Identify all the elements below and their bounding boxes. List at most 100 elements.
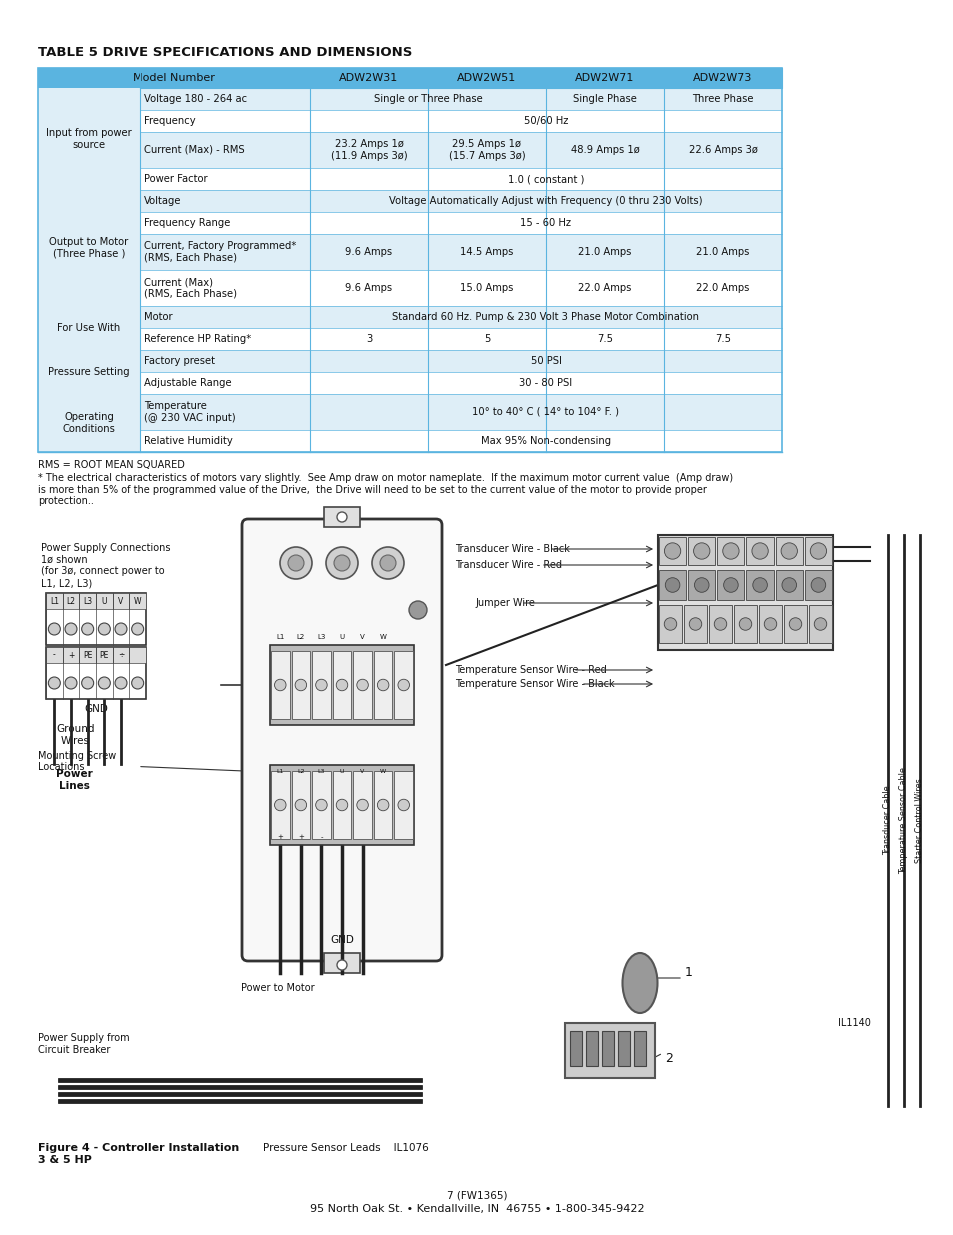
Circle shape bbox=[409, 601, 427, 619]
Text: Pressure Sensor Leads    IL1076: Pressure Sensor Leads IL1076 bbox=[263, 1144, 428, 1153]
Bar bbox=[38, 88, 140, 190]
Text: ÷: ÷ bbox=[117, 651, 124, 659]
Circle shape bbox=[377, 679, 389, 690]
Circle shape bbox=[98, 677, 111, 689]
Bar bbox=[112, 593, 130, 609]
Text: For Use With: For Use With bbox=[57, 324, 120, 333]
Circle shape bbox=[723, 578, 738, 593]
Text: Power
Lines: Power Lines bbox=[56, 769, 92, 790]
Text: Standard 60 Hz. Pump & 230 Volt 3 Phase Motor Combination: Standard 60 Hz. Pump & 230 Volt 3 Phase … bbox=[392, 312, 699, 322]
Bar bbox=[63, 593, 79, 609]
Bar bbox=[96, 647, 112, 663]
Text: Transducer Wire - Black: Transducer Wire - Black bbox=[455, 543, 569, 555]
Bar bbox=[38, 212, 781, 233]
Bar bbox=[79, 593, 96, 609]
Bar bbox=[38, 233, 781, 270]
Text: 7.5: 7.5 bbox=[597, 333, 613, 345]
Bar bbox=[333, 771, 351, 839]
Bar bbox=[312, 771, 331, 839]
Bar bbox=[394, 651, 413, 719]
Bar bbox=[569, 1031, 581, 1066]
Text: Voltage Automatically Adjust with Frequency (0 thru 230 Volts): Voltage Automatically Adjust with Freque… bbox=[389, 196, 702, 206]
Bar bbox=[759, 605, 781, 643]
Text: Frequency Range: Frequency Range bbox=[144, 219, 230, 228]
Text: V: V bbox=[360, 634, 365, 640]
Text: Transducer Cable: Transducer Cable bbox=[882, 785, 892, 856]
Text: L2: L2 bbox=[296, 769, 304, 774]
Bar bbox=[38, 68, 781, 88]
Circle shape bbox=[294, 799, 306, 810]
Text: U: U bbox=[339, 769, 344, 774]
Circle shape bbox=[809, 543, 825, 559]
Text: PE: PE bbox=[83, 651, 92, 659]
Text: L2: L2 bbox=[296, 634, 305, 640]
Text: Adjustable Range: Adjustable Range bbox=[144, 378, 232, 388]
Circle shape bbox=[335, 679, 348, 690]
Text: Power Factor: Power Factor bbox=[144, 174, 208, 184]
Circle shape bbox=[714, 618, 726, 630]
Circle shape bbox=[781, 543, 797, 559]
Bar bbox=[745, 537, 773, 564]
Bar bbox=[63, 647, 79, 663]
Bar bbox=[271, 771, 290, 839]
Circle shape bbox=[372, 547, 403, 579]
Text: 23.2 Amps 1ø
(11.9 Amps 3ø): 23.2 Amps 1ø (11.9 Amps 3ø) bbox=[331, 140, 407, 161]
Circle shape bbox=[377, 799, 389, 810]
Text: 21.0 Amps: 21.0 Amps bbox=[578, 247, 631, 257]
Text: Single or Three Phase: Single or Three Phase bbox=[374, 94, 482, 104]
Bar bbox=[634, 1031, 645, 1066]
Text: Pressure Setting: Pressure Setting bbox=[49, 367, 130, 377]
Text: L1: L1 bbox=[275, 634, 284, 640]
Circle shape bbox=[98, 622, 111, 635]
Circle shape bbox=[315, 799, 327, 810]
Bar bbox=[38, 306, 140, 350]
Bar bbox=[38, 68, 781, 452]
Text: 29.5 Amps 1ø
(15.7 Amps 3ø): 29.5 Amps 1ø (15.7 Amps 3ø) bbox=[448, 140, 525, 161]
Circle shape bbox=[334, 555, 350, 571]
Bar bbox=[687, 537, 715, 564]
Circle shape bbox=[751, 543, 767, 559]
Bar bbox=[745, 571, 773, 600]
Bar bbox=[292, 771, 310, 839]
Circle shape bbox=[115, 677, 127, 689]
Text: W: W bbox=[379, 634, 386, 640]
Text: 50/60 Hz: 50/60 Hz bbox=[523, 116, 568, 126]
Bar bbox=[374, 651, 392, 719]
Text: Max 95% Non-condensing: Max 95% Non-condensing bbox=[480, 436, 611, 446]
Text: L1: L1 bbox=[50, 597, 59, 605]
Circle shape bbox=[82, 677, 93, 689]
Text: W: W bbox=[379, 769, 386, 774]
Ellipse shape bbox=[622, 953, 657, 1013]
Text: Single Phase: Single Phase bbox=[573, 94, 637, 104]
Text: 10° to 40° C ( 14° to 104° F. ): 10° to 40° C ( 14° to 104° F. ) bbox=[472, 408, 618, 417]
Circle shape bbox=[335, 799, 348, 810]
Text: +: + bbox=[297, 834, 303, 840]
Bar bbox=[38, 394, 140, 452]
Bar bbox=[38, 190, 781, 212]
Circle shape bbox=[288, 555, 304, 571]
Text: Relative Humidity: Relative Humidity bbox=[144, 436, 233, 446]
Bar bbox=[333, 651, 351, 719]
Bar bbox=[659, 537, 685, 564]
Text: Transducer Wire - Red: Transducer Wire - Red bbox=[455, 559, 561, 571]
Text: 7 (FW1365): 7 (FW1365) bbox=[446, 1191, 507, 1200]
FancyBboxPatch shape bbox=[242, 519, 441, 961]
Text: Voltage 180 - 264 ac: Voltage 180 - 264 ac bbox=[144, 94, 247, 104]
Text: 48.9 Amps 1ø: 48.9 Amps 1ø bbox=[570, 144, 639, 156]
Bar bbox=[292, 651, 310, 719]
Bar bbox=[618, 1031, 629, 1066]
Text: TABLE 5 DRIVE SPECIFICATIONS AND DIMENSIONS: TABLE 5 DRIVE SPECIFICATIONS AND DIMENSI… bbox=[38, 46, 412, 59]
Bar bbox=[585, 1031, 598, 1066]
Bar bbox=[564, 1023, 655, 1078]
Text: GND: GND bbox=[84, 704, 108, 714]
Bar bbox=[312, 651, 331, 719]
Text: 1: 1 bbox=[684, 967, 692, 979]
Circle shape bbox=[663, 618, 676, 630]
Bar bbox=[783, 605, 806, 643]
Bar bbox=[38, 88, 781, 110]
Text: Motor: Motor bbox=[144, 312, 172, 322]
Text: 95 North Oak St. • Kendallville, IN  46755 • 1-800-345-9422: 95 North Oak St. • Kendallville, IN 4675… bbox=[310, 1204, 643, 1214]
Bar bbox=[130, 647, 146, 663]
Bar bbox=[38, 306, 781, 329]
Bar bbox=[58, 1078, 421, 1082]
